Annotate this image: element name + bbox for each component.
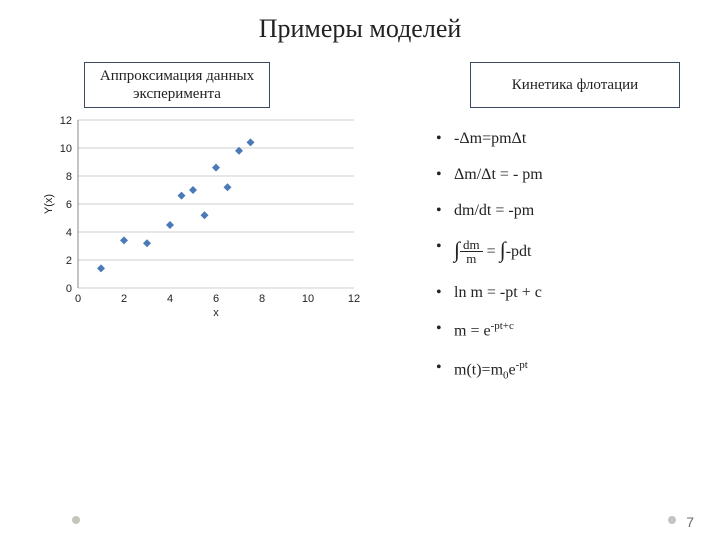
svg-text:6: 6 [213, 293, 219, 305]
scatter-chart: 0 2 4 6 8 10 12 0 2 4 6 8 10 12 x Y(x) [42, 112, 362, 327]
svg-text:4: 4 [167, 293, 173, 305]
slide-title: Примеры моделей [0, 14, 720, 44]
formula-2: Δm/Δt = - pm [432, 166, 692, 184]
formula-6: m = e-pt+c [432, 320, 692, 340]
svg-text:10: 10 [302, 293, 314, 305]
svg-text:x: x [213, 307, 219, 319]
svg-text:12: 12 [348, 293, 360, 305]
svg-text:6: 6 [66, 199, 72, 211]
page-number: 7 [686, 514, 694, 530]
svg-text:Y(x): Y(x) [43, 194, 55, 214]
slide: Примеры моделей Аппроксимация данных экс… [0, 0, 720, 540]
svg-text:2: 2 [121, 293, 127, 305]
svg-text:8: 8 [66, 171, 72, 183]
footer-dot-icon [72, 516, 80, 524]
svg-text:10: 10 [60, 143, 72, 155]
left-caption-box: Аппроксимация данных эксперимента [84, 62, 270, 108]
formula-1: -Δm=pmΔt [432, 130, 692, 148]
svg-text:0: 0 [66, 283, 72, 295]
formula-list: -Δm=pmΔt Δm/Δt = - pm dm/dt = -pm ∫dmm =… [432, 130, 692, 399]
page-dot-icon [668, 516, 676, 524]
right-caption-box: Кинетика флотации [470, 62, 680, 108]
svg-text:2: 2 [66, 255, 72, 267]
formula-4: ∫dmm = ∫-pdt [432, 238, 692, 266]
formula-3: dm/dt = -pm [432, 202, 692, 220]
formula-7: m(t)=m0e-pt [432, 359, 692, 382]
svg-text:8: 8 [259, 293, 265, 305]
formula-5: ln m = -pt + c [432, 284, 692, 302]
svg-text:0: 0 [75, 293, 81, 305]
svg-text:4: 4 [66, 227, 72, 239]
svg-text:12: 12 [60, 115, 72, 127]
